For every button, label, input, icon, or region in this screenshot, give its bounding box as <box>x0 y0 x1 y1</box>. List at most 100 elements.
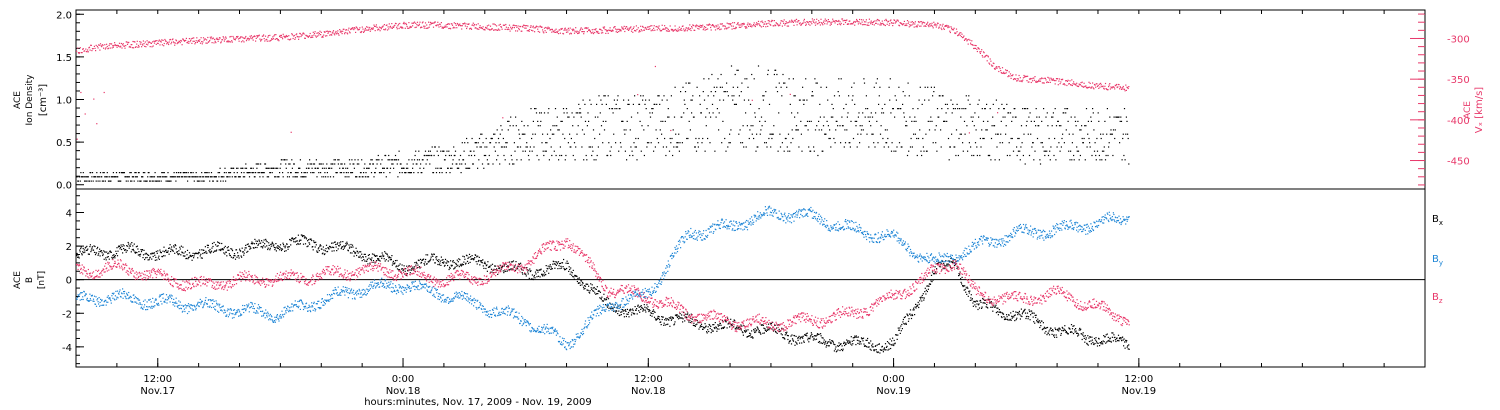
density-point <box>699 103 701 105</box>
bx-point <box>415 264 417 266</box>
density-point <box>982 120 985 122</box>
bx-point <box>708 330 710 333</box>
density-point <box>561 28 563 30</box>
density-point <box>293 34 295 37</box>
density-point <box>664 137 666 140</box>
density-point <box>894 116 896 118</box>
density-point <box>832 116 834 118</box>
density-point <box>787 22 789 24</box>
density-point <box>504 28 506 30</box>
density-point <box>484 146 486 148</box>
density-point <box>389 25 392 27</box>
density-point <box>539 25 541 27</box>
density-point <box>132 40 134 43</box>
density-point <box>651 112 653 114</box>
density-point <box>798 23 801 25</box>
density-point <box>802 22 804 24</box>
density-point <box>254 176 256 178</box>
density-point <box>457 23 459 25</box>
density-point <box>850 23 852 25</box>
density-point <box>803 18 805 20</box>
bx-point <box>154 254 156 256</box>
bx-point <box>716 328 718 330</box>
bx-point <box>110 251 112 253</box>
legend-by: By <box>1432 254 1443 267</box>
density-point <box>813 146 815 148</box>
bx-point <box>425 254 427 256</box>
density-point <box>1101 159 1103 161</box>
density-point <box>1082 86 1084 88</box>
density-point <box>277 39 279 41</box>
bx-point <box>801 336 803 338</box>
density-point <box>540 120 542 122</box>
bx-point <box>322 246 324 248</box>
density-point <box>1009 154 1011 157</box>
density-point <box>448 23 450 25</box>
bx-point <box>155 250 157 253</box>
density-point <box>382 25 384 27</box>
density-point <box>945 112 947 114</box>
bx-point <box>378 258 380 260</box>
bx-point <box>350 246 353 248</box>
density-point <box>726 91 728 93</box>
density-point <box>877 142 879 144</box>
density-point <box>847 112 849 114</box>
density-point <box>657 26 659 28</box>
density-point <box>633 142 635 144</box>
bx-point <box>568 270 570 272</box>
density-point <box>242 167 244 169</box>
density-point <box>821 150 823 152</box>
density-point <box>495 142 497 144</box>
density-point <box>1031 78 1033 80</box>
density-point <box>974 44 976 46</box>
density-point <box>902 24 904 26</box>
bx-point <box>636 313 638 315</box>
density-point <box>955 28 958 30</box>
density-point <box>906 125 908 127</box>
density-point <box>437 21 439 23</box>
density-point <box>623 99 625 101</box>
bx-point <box>209 248 211 251</box>
bx-point <box>765 329 767 331</box>
density-point <box>388 23 390 25</box>
density-point <box>91 48 94 50</box>
bx-point <box>536 276 538 278</box>
density-point <box>637 137 639 140</box>
bx-point <box>581 284 583 286</box>
bx-point <box>707 326 709 328</box>
density-point <box>838 23 840 25</box>
density-point <box>1081 85 1083 87</box>
density-point <box>257 172 259 174</box>
bx-point <box>668 319 670 321</box>
density-point <box>85 180 87 182</box>
density-point <box>908 150 910 152</box>
bx-point <box>689 321 691 324</box>
density-point <box>864 116 866 118</box>
density-point <box>174 42 176 44</box>
bx-point <box>102 253 104 255</box>
bx-point <box>790 343 793 345</box>
density-point <box>650 30 652 32</box>
bx-point <box>632 309 634 312</box>
density-point <box>170 43 172 45</box>
density-point <box>489 29 491 31</box>
bx-point <box>456 265 458 267</box>
density-point <box>412 167 414 169</box>
bx-point <box>806 332 808 334</box>
bx-point <box>520 262 522 264</box>
density-point <box>619 142 622 144</box>
density-point <box>558 159 560 161</box>
bx-point <box>241 256 243 258</box>
bx-point <box>266 245 268 247</box>
bx-point <box>626 308 628 310</box>
density-point <box>524 27 526 29</box>
bx-point <box>82 251 84 253</box>
density-point <box>597 116 599 118</box>
density-point <box>724 25 726 27</box>
bx-point <box>279 246 281 249</box>
density-point <box>874 20 876 22</box>
density-point <box>751 99 753 101</box>
density-point <box>137 46 139 48</box>
density-point <box>760 129 762 131</box>
density-point <box>497 28 500 30</box>
